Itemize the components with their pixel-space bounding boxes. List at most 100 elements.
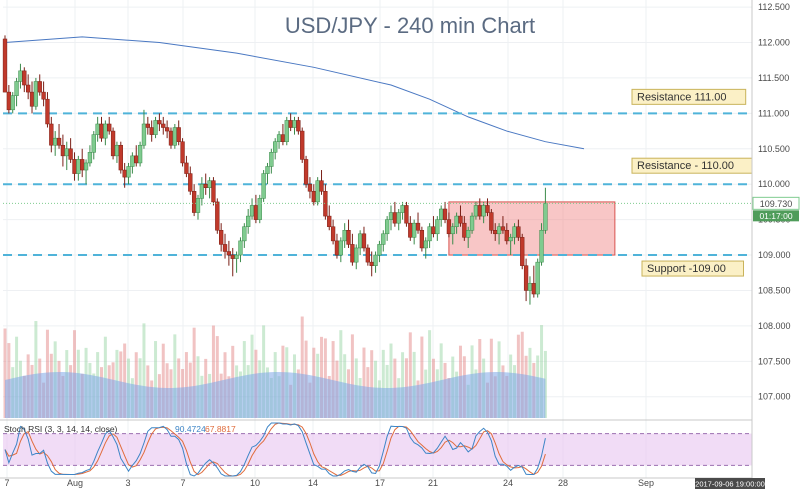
time-tag-label: 2017-09-06 19:00:00 [695, 480, 765, 489]
candle-body [300, 130, 305, 160]
level-label: Support -109.00 [647, 263, 726, 275]
volume-layer [3, 316, 547, 418]
volume-bar [15, 336, 19, 418]
candle-body [388, 212, 394, 220]
candle-body [22, 70, 27, 86]
volume-bar [262, 325, 266, 418]
candle-body [412, 222, 417, 238]
candle-body [296, 120, 301, 132]
candle-body [496, 226, 502, 235]
candle-body [431, 226, 436, 235]
countdown-tag [753, 210, 799, 222]
candle-body [265, 166, 270, 174]
moving-average-line [4, 36, 585, 150]
candles-layer [2, 35, 548, 305]
candle-body [49, 123, 54, 146]
x-tick-label: Aug [67, 478, 83, 488]
x-tick-label: 10 [250, 478, 260, 488]
candle-body [145, 123, 150, 128]
candle-body [311, 191, 316, 203]
candle-body [45, 98, 50, 125]
candle-body [307, 183, 313, 192]
volume-bar [401, 352, 405, 418]
y-tick-label: 111.500 [758, 73, 789, 83]
last-price-value: 109.730 [760, 199, 793, 209]
candle-body [56, 137, 62, 146]
candle-body [195, 198, 201, 213]
candle-body [439, 208, 444, 220]
volume-bar [211, 325, 215, 418]
x-tick-label: 24 [503, 478, 513, 488]
candle-body [543, 203, 548, 231]
y-tick-label: 109.000 [758, 250, 791, 260]
candle-body [357, 233, 363, 249]
candle-body [292, 120, 297, 128]
stoch-band [3, 433, 752, 466]
candle-body [72, 159, 77, 174]
candle-body [83, 162, 89, 171]
candle-body [442, 208, 448, 220]
candle-body [164, 127, 170, 132]
candle-body [68, 148, 73, 160]
candle-body [504, 230, 509, 242]
candle-body [161, 123, 166, 128]
candle-body [319, 180, 324, 192]
stoch-d-readout: 67.8817 [205, 424, 236, 434]
candle-body [527, 283, 533, 291]
candle-body [466, 230, 471, 238]
volume-bar [184, 352, 188, 418]
candle-body [153, 120, 158, 135]
candle-body [400, 205, 405, 213]
volume-bar [161, 343, 165, 418]
candle-body [276, 134, 282, 142]
candle-body [60, 144, 66, 157]
candle-body [493, 230, 498, 235]
candle-body [122, 169, 127, 178]
candle-body [462, 222, 467, 238]
volume-bar [412, 351, 416, 418]
candle-body [419, 230, 425, 249]
candle-body [110, 130, 116, 157]
candle-body [53, 137, 58, 146]
candle-body [477, 205, 482, 217]
candle-body [215, 201, 220, 231]
y-tick-label: 111.000 [758, 108, 789, 118]
candle-body [516, 226, 521, 238]
candle-body [535, 261, 540, 295]
candle-body [26, 84, 31, 93]
candle-body [191, 191, 197, 213]
candle-body [469, 215, 475, 231]
candle-body [103, 123, 108, 139]
candle-body [531, 283, 536, 295]
volume-bar [370, 350, 374, 418]
volume-bar [331, 341, 335, 418]
candle-body [261, 173, 266, 199]
volume-bar [408, 332, 412, 418]
candle-body [234, 254, 239, 259]
candle-body [222, 244, 228, 252]
x-tick-label: 21 [428, 478, 438, 488]
candle-body [99, 123, 104, 139]
price-axis-background [752, 0, 800, 489]
candle-body [489, 212, 494, 231]
candle-body [520, 237, 525, 266]
volume-bar [350, 334, 354, 418]
candle-body [446, 219, 452, 235]
candle-body [230, 254, 235, 259]
candle-body [168, 130, 174, 146]
candle-body [176, 127, 181, 142]
y-tick-label: 110.000 [758, 179, 790, 189]
candle-body [149, 127, 154, 135]
candle-body [33, 81, 39, 107]
candle-body [95, 123, 100, 135]
time-tag [695, 478, 765, 489]
candle-body [18, 70, 23, 82]
candle-body [384, 219, 390, 235]
candle-body [41, 91, 46, 100]
x-tick-label: 3 [125, 478, 130, 488]
candle-body [377, 244, 382, 256]
level-lines-layer: Resistance 111.00 Resistance - 110.00 Supp… [3, 88, 759, 277]
candle-body [242, 226, 247, 242]
